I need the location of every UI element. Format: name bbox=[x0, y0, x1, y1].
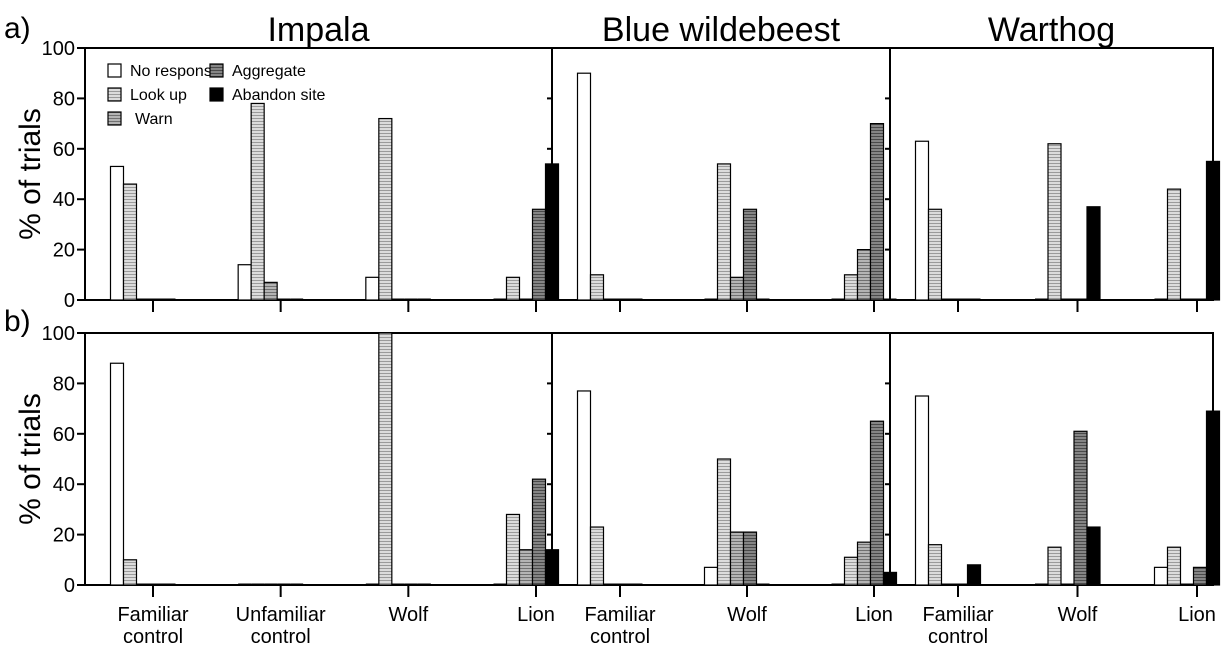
bar-look-up bbox=[927, 208, 943, 301]
bar-look-up bbox=[1166, 546, 1182, 586]
bar-look-up bbox=[1047, 546, 1062, 586]
x-category-label: Lion bbox=[1178, 604, 1216, 626]
y-tick-label: 20 bbox=[53, 240, 75, 262]
legend-label-abandon-site: Abandon site bbox=[232, 87, 326, 104]
legend-label-aggregate: Aggregate bbox=[232, 63, 306, 80]
bar-look-up bbox=[843, 556, 859, 586]
bar-look-up bbox=[589, 274, 605, 301]
bar-look-up bbox=[378, 117, 393, 301]
bar-warn bbox=[518, 549, 534, 586]
legend-swatch-aggregate bbox=[209, 63, 224, 78]
bar-look-up bbox=[505, 513, 521, 586]
x-category-label: Lion bbox=[517, 604, 555, 626]
bar-no-response bbox=[365, 276, 380, 301]
y-tick-label: 100 bbox=[42, 38, 75, 60]
legend-swatch-no-response bbox=[107, 63, 122, 78]
bar-aggregate bbox=[742, 531, 758, 586]
bar-no-response bbox=[1153, 566, 1169, 586]
legend-swatch-warn bbox=[107, 111, 122, 126]
row-label: a) bbox=[4, 12, 31, 45]
y-tick-label: 80 bbox=[53, 88, 75, 110]
y-tick-label: 40 bbox=[53, 189, 75, 211]
bar-abandon-site bbox=[1205, 160, 1221, 301]
bar-warn bbox=[856, 249, 872, 301]
bar-look-up bbox=[1047, 143, 1062, 301]
y-tick-label: 20 bbox=[53, 525, 75, 547]
bar-no-response bbox=[109, 362, 125, 586]
panel-title-blue-wildebeest: Blue wildebeest bbox=[602, 11, 841, 49]
bar-look-up bbox=[843, 274, 859, 301]
bar-aggregate bbox=[1192, 566, 1208, 586]
bar-warn bbox=[729, 276, 745, 301]
bar-warn bbox=[856, 541, 872, 586]
bar-look-up bbox=[589, 526, 605, 586]
bar-look-up bbox=[122, 559, 138, 586]
x-category-label: Familiar bbox=[922, 604, 993, 626]
x-category-label: control bbox=[123, 626, 183, 648]
x-category-label: Wolf bbox=[1058, 604, 1098, 626]
bar-look-up bbox=[122, 183, 138, 301]
y-axis-label: % of trials bbox=[14, 108, 47, 240]
bar-abandon-site bbox=[1205, 410, 1221, 586]
row-label: b) bbox=[4, 305, 31, 338]
bar-no-response bbox=[109, 165, 125, 301]
y-tick-label: 0 bbox=[64, 575, 75, 597]
legend-swatch-abandon-site bbox=[209, 87, 224, 102]
x-category-label: Unfamiliar bbox=[236, 604, 326, 626]
bar-look-up bbox=[1166, 188, 1182, 301]
panel-title-warthog: Warthog bbox=[988, 11, 1115, 49]
x-category-label: control bbox=[928, 626, 988, 648]
bar-look-up bbox=[716, 458, 732, 586]
y-tick-label: 60 bbox=[53, 139, 75, 161]
row-frame bbox=[84, 332, 1214, 586]
bar-no-response bbox=[576, 72, 592, 301]
bar-no-response bbox=[914, 140, 930, 301]
y-axis-label: % of trials bbox=[14, 393, 47, 525]
legend-label-warn: Warn bbox=[135, 111, 173, 128]
bar-abandon-site bbox=[1086, 526, 1101, 586]
legend-swatch-look-up bbox=[107, 87, 122, 102]
bar-look-up bbox=[378, 332, 393, 586]
y-tick-label: 80 bbox=[53, 373, 75, 395]
bar-aggregate bbox=[531, 208, 547, 301]
bar-warn bbox=[729, 531, 745, 586]
bar-aggregate bbox=[742, 208, 758, 301]
bar-no-response bbox=[237, 264, 252, 301]
bar-abandon-site bbox=[966, 564, 982, 586]
x-category-label: Familiar bbox=[117, 604, 188, 626]
bar-warn bbox=[263, 281, 278, 301]
bar-look-up bbox=[927, 544, 943, 586]
legend-label-no-response: No response bbox=[130, 63, 221, 80]
x-category-label: control bbox=[590, 626, 650, 648]
y-tick-label: 40 bbox=[53, 474, 75, 496]
bar-no-response bbox=[576, 390, 592, 586]
bar-look-up bbox=[716, 163, 732, 301]
panel-title-impala: Impala bbox=[267, 11, 369, 49]
bar-aggregate bbox=[869, 122, 885, 301]
bar-aggregate bbox=[869, 420, 885, 586]
x-category-label: Familiar bbox=[584, 604, 655, 626]
y-tick-label: 0 bbox=[64, 290, 75, 312]
legend-label-look-up: Look up bbox=[130, 87, 187, 104]
bar-no-response bbox=[703, 566, 719, 586]
bar-look-up bbox=[505, 276, 521, 301]
bar-no-response bbox=[914, 395, 930, 586]
bar-look-up bbox=[250, 102, 265, 301]
y-tick-label: 60 bbox=[53, 424, 75, 446]
bar-aggregate bbox=[531, 478, 547, 586]
x-category-label: Lion bbox=[855, 604, 893, 626]
x-category-label: control bbox=[251, 626, 311, 648]
y-tick-label: 100 bbox=[42, 323, 75, 345]
x-category-label: Wolf bbox=[727, 604, 767, 626]
x-category-label: Wolf bbox=[389, 604, 429, 626]
bar-abandon-site bbox=[1086, 206, 1101, 301]
bar-aggregate bbox=[1073, 430, 1088, 586]
chart-root: 0 20 40 60 80 100 % of trials a) Impala Blue wild… bbox=[4, 11, 1221, 648]
